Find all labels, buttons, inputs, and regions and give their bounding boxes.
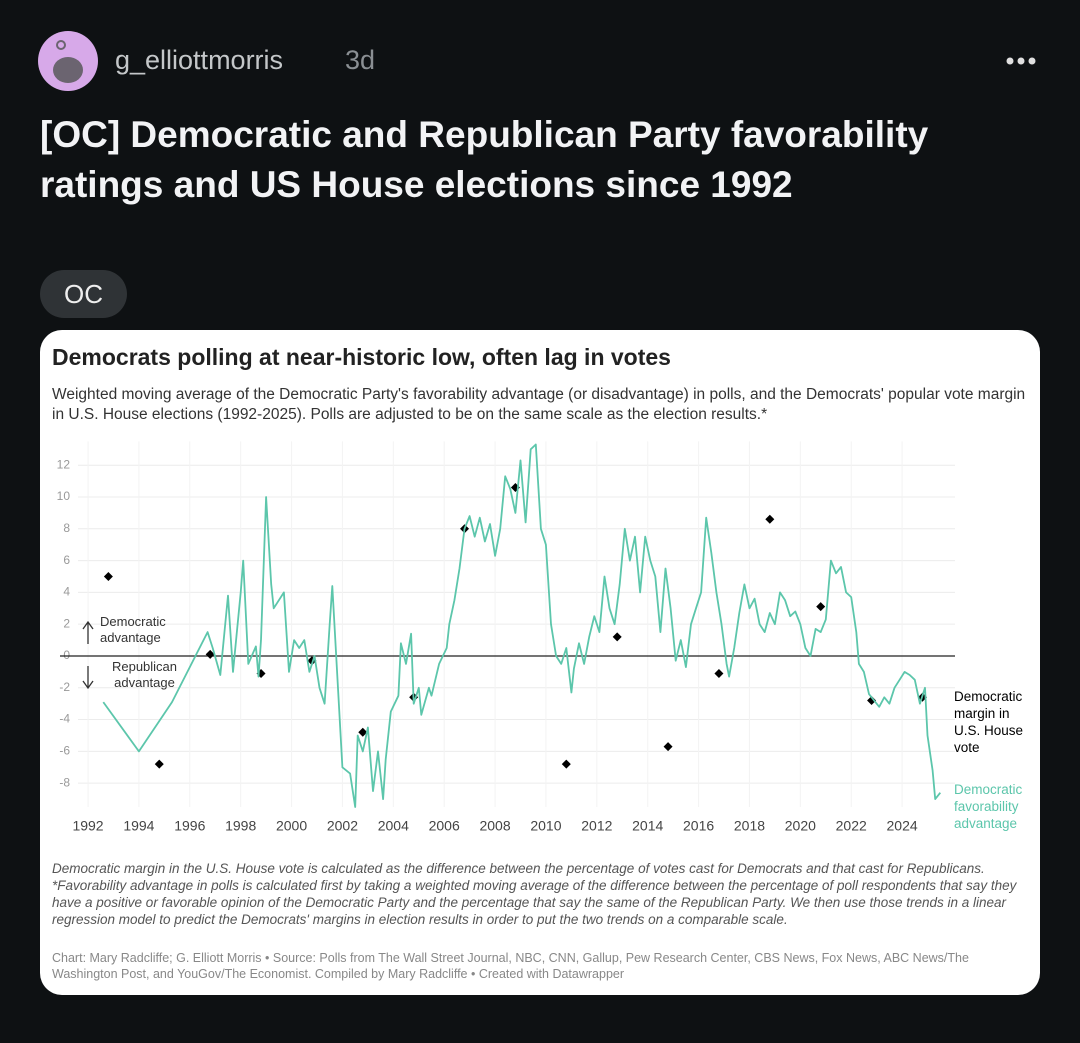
flair[interactable]: OC [40,270,127,318]
y-tick-label: -8 [59,775,70,789]
x-tick-label: 1992 [72,818,103,834]
election-marker [561,759,571,769]
election-marker [765,514,775,524]
notes: Democratic margin in the U.S. House vote… [52,860,1027,928]
y-tick-label: 2 [63,616,70,630]
y-tick-label: -4 [59,712,70,726]
election-marker [714,668,724,678]
legend-label: Democratic margin in U.S. House vote [954,689,1024,755]
x-tick-label: 2006 [429,818,460,834]
election-marker [205,649,215,659]
x-tick-label: 2012 [581,818,612,834]
more-button[interactable] [1006,57,1036,65]
x-tick-label: 1996 [174,818,205,834]
annotation: Democratic advantage [100,613,166,645]
x-tick-label: 1998 [225,818,256,834]
chart-subtitle: Weighted moving average of the Democrati… [52,386,1026,423]
x-tick-label: 2016 [683,818,714,834]
x-tick-label: 2018 [734,818,765,834]
x-tick-label: 2014 [632,818,663,834]
avatar-figure [53,57,83,83]
x-tick-label: 2002 [327,818,358,834]
x-tick-label: 2000 [276,818,307,834]
chart-title: Democrats polling at near-historic low, … [52,344,671,370]
post-age: 3d [345,45,376,75]
x-tick-label: 2020 [785,818,816,834]
election-marker [358,727,368,737]
y-tick-label: 4 [63,585,70,599]
election-marker [612,632,622,642]
election-marker [867,695,877,705]
x-tick-label: 2004 [378,818,409,834]
legend-label-box: Democratic favorability advantage [954,782,1023,831]
legend-label: Democratic favorability advantage [954,782,1023,831]
y-tick-label: 10 [57,489,71,503]
y-tick-label: -6 [59,744,70,758]
chart-card: Democrats polling at near-historic low, … [40,330,1040,995]
y-tick-label: 0 [63,648,70,662]
arrow-up [82,620,94,644]
note: *Favorability advantage in polls is calc… [52,878,1017,927]
x-tick-label: 2010 [530,818,561,834]
avatar-antenna [56,40,66,50]
chart: -8 -6 -4 -2 0 2 4 6 8 10 12 1992 1994 1996 1998 2000 200… [57,441,1024,834]
y-tick-label: 8 [63,521,70,535]
annotation-box: Democratic advantage [100,613,166,645]
election-marker [154,759,164,769]
election-marker [663,742,673,752]
credit: Chart: Mary Radcliffe; G. Elliott Morris… [52,951,969,981]
note: Democratic margin in the U.S. House vote… [52,861,985,876]
y-tick-label: -2 [59,680,70,694]
x-tick-label: 2024 [887,818,918,834]
arrow-down [82,665,94,690]
favorability-line [102,443,942,808]
y-tick-label: 12 [57,457,71,471]
election-marker [816,602,826,612]
election-marker [307,656,317,666]
username[interactable]: g_elliottmorris [115,45,284,75]
post-title: [OC] Democratic and Republican Party fav… [40,114,929,205]
y-tick-label: 6 [63,553,70,567]
annotation: Republican advantage [111,658,178,690]
legend-label-box: Democratic margin in U.S. House vote [954,689,1024,755]
post-header-icons [38,31,1036,91]
x-tick-label: 1994 [123,818,154,834]
x-tick-label: 2008 [479,818,510,834]
x-tick-label: 2022 [836,818,867,834]
election-marker [103,571,113,581]
annotation-box: Republican advantage [111,658,178,690]
election-marker [510,482,520,492]
